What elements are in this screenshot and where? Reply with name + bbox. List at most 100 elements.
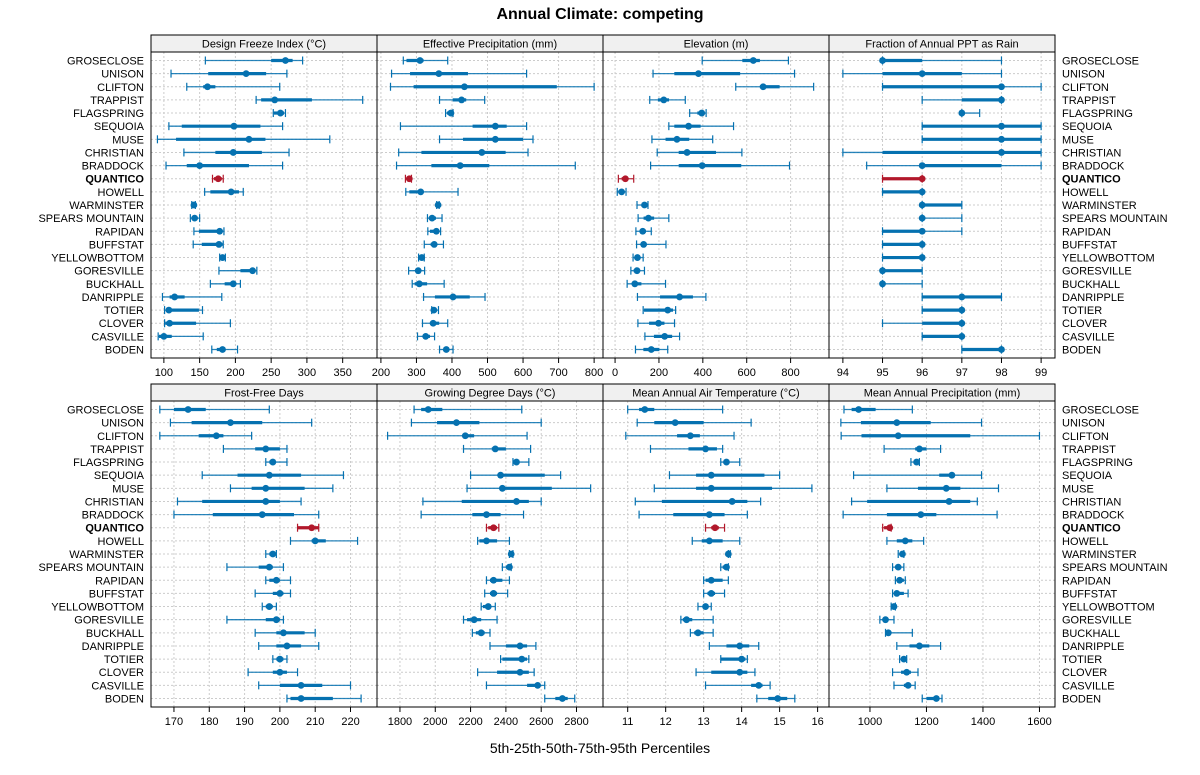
median-point xyxy=(998,135,1005,143)
x-tick-label: 98 xyxy=(995,367,1007,379)
x-tick-label: 250 xyxy=(262,367,280,379)
x-tick-label: 500 xyxy=(478,367,496,379)
median-point xyxy=(424,406,432,413)
row-label-left: HOWELL xyxy=(98,187,144,199)
row-label-left: GORESVILLE xyxy=(74,266,144,278)
median-point xyxy=(214,175,222,183)
x-tick-label: 350 xyxy=(333,367,351,379)
row-label-left: BRADDOCK xyxy=(82,510,145,522)
median-point xyxy=(258,511,266,518)
row-label-left: WARMINSTER xyxy=(69,549,144,561)
median-point xyxy=(283,642,291,650)
row-label-left: MUSE xyxy=(112,483,144,495)
row-label-left: BODEN xyxy=(105,694,144,706)
x-tick-label: 200 xyxy=(226,367,244,379)
median-point xyxy=(219,254,226,261)
row-label-right: SPEARS MOUNTAIN xyxy=(1062,562,1168,574)
row-label-left: TOTIER xyxy=(104,654,144,666)
median-point xyxy=(184,406,192,413)
row-label-left: CLIFTON xyxy=(97,82,144,94)
row-label-left: RAPIDAN xyxy=(95,575,144,587)
x-tick-label: 200 xyxy=(372,367,390,379)
row-label-right: BUFFSTAT xyxy=(1062,588,1117,600)
median-point xyxy=(918,201,926,209)
median-point xyxy=(749,57,757,64)
median-point xyxy=(998,83,1005,91)
median-point xyxy=(490,590,497,597)
median-point xyxy=(918,188,926,196)
row-label-right: BODEN xyxy=(1062,345,1101,357)
median-point xyxy=(271,96,279,104)
median-point xyxy=(415,280,423,288)
row-label-right: QUANTICO xyxy=(1062,174,1121,186)
median-point xyxy=(893,590,901,597)
row-label-right: QUANTICO xyxy=(1062,523,1121,535)
row-label-left: TRAPPIST xyxy=(90,444,144,456)
median-point xyxy=(882,616,889,624)
panel-title: Mean Annual Precipitation (mm) xyxy=(864,388,1021,400)
row-label-right: SPEARS MOUNTAIN xyxy=(1062,213,1168,225)
median-point xyxy=(661,332,669,340)
median-point xyxy=(477,629,485,637)
x-tick-label: 2600 xyxy=(529,716,553,728)
median-point xyxy=(498,484,506,492)
row-label-left: HOWELL xyxy=(98,536,144,548)
row-label-right: CLOVER xyxy=(1062,667,1107,679)
median-point xyxy=(932,695,940,702)
median-point xyxy=(958,332,966,340)
median-point xyxy=(918,70,926,78)
row-label-right: FLAGSPRING xyxy=(1062,457,1133,469)
median-point xyxy=(901,537,909,545)
median-point xyxy=(774,695,782,702)
x-tick-label: 800 xyxy=(585,367,603,379)
median-point xyxy=(434,201,442,209)
median-point xyxy=(405,175,413,183)
median-point xyxy=(698,109,706,117)
row-label-right: DANRIPPLE xyxy=(1062,292,1124,304)
row-label-left: SPEARS MOUNTAIN xyxy=(38,562,144,574)
median-point xyxy=(430,241,438,248)
median-point xyxy=(272,576,280,584)
row-label-left: YELLOWBOTTOM xyxy=(51,602,144,614)
median-point xyxy=(282,57,289,64)
row-label-right: TOTIER xyxy=(1062,305,1102,317)
row-label-left: UNISON xyxy=(101,69,144,81)
median-point xyxy=(262,445,270,453)
median-point xyxy=(418,254,426,261)
row-label-left: CHRISTIAN xyxy=(85,147,144,159)
x-tick-label: 13 xyxy=(698,716,710,728)
median-point xyxy=(664,306,672,314)
x-tick-label: 16 xyxy=(811,716,823,728)
x-tick-label: 150 xyxy=(190,367,208,379)
median-point xyxy=(483,537,490,545)
row-label-right: CLIFTON xyxy=(1062,431,1109,443)
median-point xyxy=(216,227,224,235)
median-point xyxy=(308,524,316,532)
x-tick-label: 2200 xyxy=(458,716,482,728)
panel-title: Fraction of Annual PPT as Rain xyxy=(865,39,1018,51)
median-point xyxy=(430,306,438,314)
median-point xyxy=(903,668,911,676)
panel-title: Mean Annual Air Temperature (°C) xyxy=(632,388,799,400)
panel-frame xyxy=(828,51,1056,359)
x-tick-label: 97 xyxy=(956,367,968,379)
panel-title: Design Freeze Index (°C) xyxy=(202,39,326,51)
median-point xyxy=(491,122,499,130)
median-point xyxy=(918,175,926,183)
median-point xyxy=(447,109,455,117)
median-point xyxy=(707,471,715,479)
median-point xyxy=(645,214,652,222)
x-tick-label: 94 xyxy=(837,367,849,379)
x-tick-label: 190 xyxy=(235,716,253,728)
median-point xyxy=(262,484,270,492)
row-label-right: TRAPPIST xyxy=(1062,95,1116,107)
median-point xyxy=(491,445,499,453)
panel-title: Effective Precipitation (mm) xyxy=(423,39,557,51)
x-tick-label: 180 xyxy=(200,716,218,728)
row-label-left: UNISON xyxy=(101,418,144,430)
median-point xyxy=(269,550,277,558)
x-tick-label: 95 xyxy=(876,367,888,379)
row-label-left: DANRIPPLE xyxy=(82,292,144,304)
row-label-left: RAPIDAN xyxy=(95,226,144,238)
row-label-left: CASVILLE xyxy=(91,331,144,343)
